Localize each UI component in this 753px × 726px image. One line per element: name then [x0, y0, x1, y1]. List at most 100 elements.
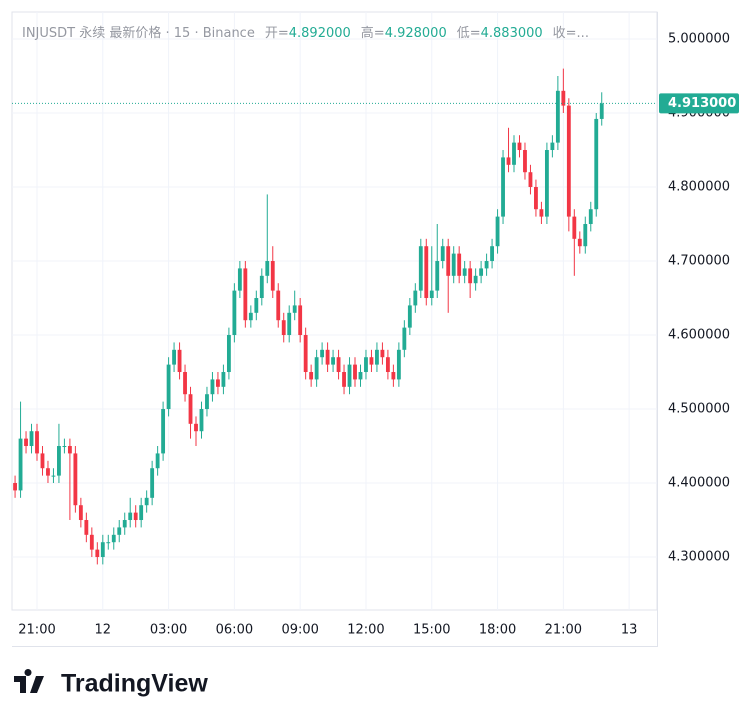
- y-tick-label: 4.300000: [668, 550, 730, 565]
- candle-body: [248, 312, 253, 321]
- candle-body: [298, 305, 303, 336]
- candle-body: [424, 246, 429, 299]
- candle-body: [473, 275, 478, 284]
- candle-body: [281, 320, 286, 336]
- candle-body: [40, 453, 45, 469]
- candle-body: [35, 431, 39, 454]
- candle-body: [336, 357, 341, 373]
- candle-body: [539, 209, 544, 217]
- candle-body: [440, 246, 445, 262]
- y-tick-label: 4.400000: [668, 476, 730, 491]
- candle-body: [221, 372, 226, 387]
- candle-body: [577, 238, 582, 247]
- candle-body: [210, 379, 215, 395]
- candle-body: [18, 438, 23, 491]
- candle-body: [353, 364, 357, 380]
- candle-body: [495, 216, 500, 247]
- candle-body: [237, 268, 242, 291]
- candle-body: [111, 534, 116, 543]
- candle-body: [407, 305, 412, 328]
- candle-body: [506, 157, 511, 165]
- candle-body: [364, 357, 368, 373]
- candle-body: [13, 483, 17, 491]
- candle-body: [62, 446, 67, 448]
- candle-body: [46, 468, 50, 476]
- candle-body: [544, 150, 549, 217]
- ohlc-value: 4.892000: [289, 26, 351, 41]
- candle-body: [594, 118, 599, 210]
- candle-body: [396, 349, 401, 380]
- ohlc-value: 4.883000: [481, 26, 543, 41]
- candle-body: [446, 246, 451, 276]
- candle-body: [177, 349, 182, 373]
- x-tick-label: 13: [621, 623, 638, 638]
- candle-body: [391, 372, 396, 380]
- ohlc-label: 高=: [361, 25, 385, 41]
- candle-body: [429, 290, 434, 299]
- ohlc-label: 收=...: [553, 26, 589, 41]
- candle-body: [106, 542, 111, 544]
- y-tick-label: 4.700000: [668, 254, 730, 269]
- candle-body: [292, 305, 297, 313]
- candle-body: [265, 261, 270, 276]
- logo: TradingView: [14, 669, 208, 698]
- y-tick-label: 5.000000: [668, 32, 730, 47]
- last-price-badge: [659, 93, 739, 114]
- candle-body: [347, 364, 352, 387]
- candle-body: [243, 268, 248, 321]
- candle-body: [583, 224, 588, 247]
- candle-body: [155, 453, 160, 469]
- candle-body: [84, 520, 89, 535]
- candle-body: [588, 209, 593, 225]
- ohlc-label: 低=: [457, 26, 481, 41]
- candle-body: [205, 394, 209, 410]
- candle-body: [188, 394, 193, 424]
- candle-body: [78, 505, 83, 521]
- x-tick-label: 18:00: [479, 623, 516, 638]
- last-price-label: 4.913000: [668, 96, 736, 111]
- header-text: INJUSDT 永续 最新价格 · 15 · Binance 开=4.892000…: [22, 25, 589, 41]
- x-tick-label: 06:00: [216, 623, 253, 638]
- plot-area: [11, 11, 658, 611]
- candle-body: [287, 312, 292, 336]
- candle-body: [380, 349, 385, 358]
- candle-body: [512, 142, 516, 165]
- candle-body: [29, 431, 34, 447]
- candle-body: [133, 512, 138, 521]
- candle-body: [331, 357, 335, 365]
- candle-body: [484, 261, 489, 269]
- ohlc-label: 开=: [265, 26, 289, 41]
- candle-body: [226, 335, 231, 373]
- candle-body: [194, 423, 198, 432]
- candle-body: [550, 142, 555, 151]
- candle-body: [342, 372, 346, 387]
- candle-body: [451, 253, 456, 276]
- candle-body: [100, 542, 105, 558]
- candle-body: [517, 142, 522, 151]
- x-tick-label: 03:00: [150, 623, 187, 638]
- candle-body: [375, 349, 379, 365]
- candle-body: [24, 438, 28, 447]
- candle-body: [161, 409, 166, 454]
- candle-body: [320, 349, 325, 358]
- time-axis-border: [12, 646, 658, 647]
- candle-body: [418, 246, 423, 291]
- candle-body: [95, 549, 100, 558]
- candle-body: [468, 268, 473, 284]
- candle-body: [462, 268, 467, 276]
- candle-body: [89, 534, 94, 550]
- candle-body: [172, 349, 176, 365]
- y-tick-label: 4.500000: [668, 402, 730, 417]
- candle-body: [276, 290, 281, 321]
- candle-body: [150, 468, 155, 498]
- candle-body: [303, 335, 308, 373]
- candle-body: [358, 372, 363, 380]
- candle-body: [534, 187, 538, 210]
- candle-body: [166, 364, 171, 410]
- candle-body: [325, 349, 330, 365]
- candle-body: [270, 261, 275, 291]
- candle-body: [501, 157, 505, 217]
- candle-body: [457, 253, 462, 276]
- candle-body: [199, 409, 204, 432]
